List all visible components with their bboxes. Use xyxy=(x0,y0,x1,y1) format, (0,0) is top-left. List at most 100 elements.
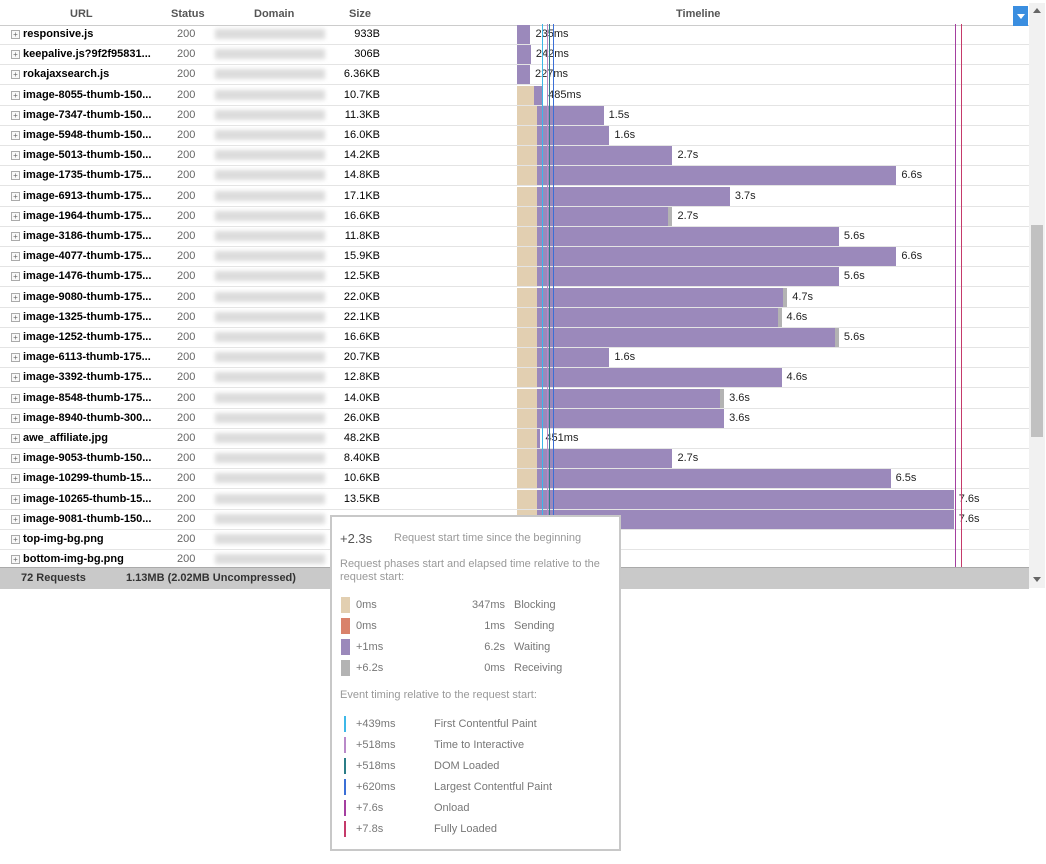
table-row[interactable]: +keepalive.js?9f2f95831... 200 306B 242ms xyxy=(0,44,1029,66)
row-status: 200 xyxy=(177,149,196,162)
row-status: 200 xyxy=(177,512,196,525)
vertical-scrollbar[interactable] xyxy=(1029,3,1045,588)
table-row[interactable]: + image-3392-thumb-175... 200 12.8KB 4.6s xyxy=(0,367,1029,389)
row-domain-blurred xyxy=(215,89,325,100)
expand-icon[interactable]: + xyxy=(11,292,20,302)
event-marker xyxy=(344,716,346,732)
duration-label: 5.6s xyxy=(843,270,865,283)
table-row[interactable]: + image-1252-thumb-175... 200 16.6KB 5.6s xyxy=(0,327,1029,348)
waiting-bar xyxy=(537,328,835,347)
expand-icon[interactable]: + xyxy=(11,535,20,544)
col-domain-header[interactable]: Domain xyxy=(254,8,295,20)
expand-icon[interactable]: + xyxy=(11,70,20,80)
table-row[interactable]: + image-1476-thumb-175... 200 12.5KB 5.6s xyxy=(0,266,1029,288)
expand-icon[interactable]: + xyxy=(11,434,20,443)
col-timeline-header[interactable]: Timeline xyxy=(676,8,721,20)
table-row[interactable]: + image-3186-thumb-175... 200 11.8KB 5.6s xyxy=(0,226,1029,247)
table-row[interactable]: + image-1325-thumb-175... 200 22.1KB 4.6s xyxy=(0,307,1029,328)
event-marker xyxy=(344,821,346,837)
largest-contentful-paint-line xyxy=(553,24,554,567)
row-status: 200 xyxy=(177,331,196,343)
table-row[interactable]: + image-6113-thumb-175... 200 20.7KB 1.6s xyxy=(0,347,1029,369)
col-status-header[interactable]: Status xyxy=(171,8,205,20)
tooltip-start-time: +2.3s xyxy=(340,531,373,546)
expand-icon[interactable]: + xyxy=(11,555,20,565)
table-row[interactable]: + image-1735-thumb-175... 200 14.8KB 6.6s xyxy=(0,165,1029,187)
table-row[interactable]: + image-10265-thumb-15... 200 13.5KB 7.6s xyxy=(0,489,1029,510)
table-row[interactable]: + image-5013-thumb-150... 200 14.2KB 2.7s xyxy=(0,145,1029,167)
blocking-bar xyxy=(517,166,537,186)
column-menu-button[interactable] xyxy=(1013,6,1028,26)
blocking-bar xyxy=(517,126,537,145)
waiting-bar xyxy=(517,65,531,85)
event-marker xyxy=(344,779,346,795)
expand-icon[interactable]: + xyxy=(11,191,20,201)
row-domain-blurred xyxy=(215,251,325,262)
expand-icon[interactable]: + xyxy=(11,211,20,221)
expand-icon[interactable]: + xyxy=(11,30,20,39)
receiving-bar xyxy=(720,388,725,408)
row-domain-blurred xyxy=(215,150,325,161)
row-domain-blurred xyxy=(215,453,325,464)
row-status: 200 xyxy=(177,351,196,364)
duration-label: 2.7s xyxy=(677,149,699,162)
table-row[interactable]: + image-10299-thumb-15... 200 10.6KB 6.5s xyxy=(0,468,1029,490)
row-size: 10.6KB xyxy=(343,472,380,485)
phase-start: +6.2s xyxy=(356,662,384,674)
table-row[interactable]: + responsive.js 200 933B 235ms xyxy=(0,24,1029,45)
row-domain-blurred xyxy=(215,473,325,484)
phase-name: Receiving xyxy=(514,662,563,674)
table-row[interactable]: + image-5948-thumb-150... 200 16.0KB 1.6s xyxy=(0,125,1029,146)
row-status: 200 xyxy=(177,209,196,222)
expand-icon[interactable]: + xyxy=(11,333,20,342)
table-row[interactable]: + awe_affiliate.jpg 200 48.2KB 451ms xyxy=(0,428,1029,449)
phase-start: 0ms xyxy=(356,620,377,632)
row-domain-blurred xyxy=(215,170,325,181)
scroll-down-icon[interactable] xyxy=(1033,577,1041,582)
blocking-bar xyxy=(517,307,537,327)
table-row[interactable]: + image-9053-thumb-150... 200 8.40KB 2.7s xyxy=(0,448,1029,470)
phase-duration: 6.2s xyxy=(484,641,505,653)
expand-icon[interactable]: + xyxy=(11,131,20,140)
expand-icon[interactable]: + xyxy=(11,413,20,423)
expand-icon[interactable]: + xyxy=(11,110,20,120)
table-row[interactable]: + image-8940-thumb-300... 200 26.0KB 3.6s xyxy=(0,408,1029,429)
table-row[interactable]: + image-9080-thumb-175... 200 22.0KB 4.7s xyxy=(0,287,1029,308)
row-domain-blurred xyxy=(215,271,325,282)
row-url: image-1325-thumb-175... xyxy=(23,310,152,323)
expand-icon[interactable]: + xyxy=(11,151,20,161)
scroll-up-icon[interactable] xyxy=(1033,8,1041,13)
table-row[interactable]: + image-8548-thumb-175... 200 14.0KB 3.6s xyxy=(0,388,1029,409)
row-url: image-1964-thumb-175... xyxy=(23,209,152,222)
col-url-header[interactable]: URL xyxy=(70,8,93,20)
row-url: image-5013-thumb-150... xyxy=(23,149,152,162)
scrollbar-thumb[interactable] xyxy=(1031,225,1043,437)
expand-icon[interactable]: + xyxy=(11,373,20,383)
row-status: 200 xyxy=(177,452,196,465)
table-row[interactable]: + image-7347-thumb-150... 200 11.3KB 1.5s xyxy=(0,105,1029,126)
table-row[interactable]: + image-1964-thumb-175... 200 16.6KB 2.7s xyxy=(0,206,1029,227)
duration-label: 6.6s xyxy=(901,250,923,263)
duration-label: 485ms xyxy=(548,88,582,101)
table-row[interactable]: + image-6913-thumb-175... 200 17.1KB 3.7s xyxy=(0,186,1029,207)
expand-icon[interactable]: + xyxy=(11,514,20,524)
phase-name: Blocking xyxy=(514,599,556,611)
row-domain-blurred xyxy=(215,352,325,363)
table-row[interactable]: + image-4077-thumb-175... 200 15.9KB 6.6s xyxy=(0,246,1029,268)
row-size: 11.8KB xyxy=(344,230,380,242)
expand-icon[interactable]: + xyxy=(11,272,20,282)
expand-icon[interactable]: + xyxy=(11,474,20,484)
expand-icon[interactable]: + xyxy=(11,252,20,262)
expand-icon[interactable]: + xyxy=(11,312,20,322)
table-row[interactable]: + image-8055-thumb-150... 200 10.7KB 485ms xyxy=(0,85,1029,106)
expand-icon[interactable]: + xyxy=(11,90,20,100)
expand-icon[interactable]: + xyxy=(11,171,20,181)
col-size-header[interactable]: Size xyxy=(349,8,372,20)
expand-icon[interactable]: + xyxy=(11,353,20,363)
expand-icon[interactable]: + xyxy=(11,494,20,504)
expand-icon[interactable]: + xyxy=(11,454,20,464)
expand-icon[interactable]: + xyxy=(11,393,20,403)
table-row[interactable]: + rokajaxsearch.js 200 6.36KB 227ms xyxy=(0,64,1029,86)
expand-icon[interactable]: + xyxy=(11,50,20,60)
expand-icon[interactable]: + xyxy=(11,232,20,241)
